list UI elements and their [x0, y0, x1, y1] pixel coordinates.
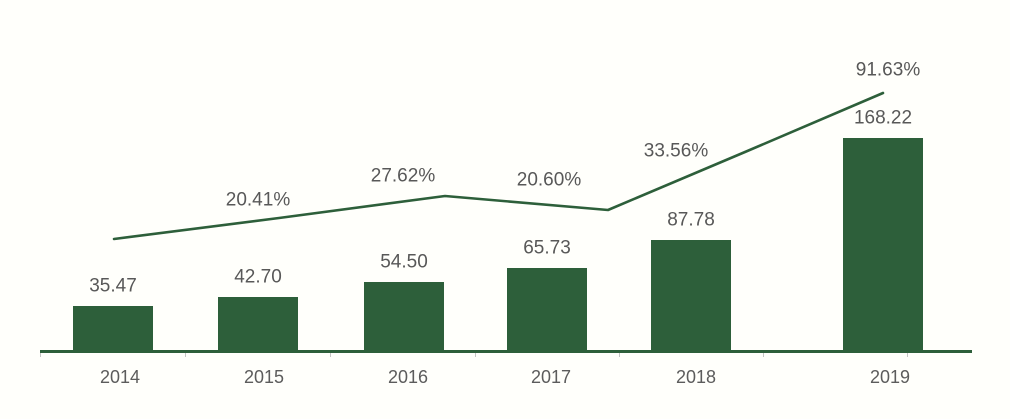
year-label-2014: 2014 — [99, 367, 141, 387]
growth-pct-label-2016: 27.62% — [370, 165, 436, 187]
year-label-2018: 2018 — [675, 367, 717, 387]
bar-2016 — [364, 282, 444, 351]
bar-value-label-2014: 35.47 — [89, 275, 137, 297]
bar-value-label-2018: 87.78 — [667, 209, 715, 231]
axis-tick — [330, 353, 331, 357]
bar-2015 — [218, 297, 298, 351]
year-label-2019: 2019 — [869, 367, 911, 387]
axis-tick — [185, 353, 186, 357]
year-label-2015: 2015 — [243, 367, 285, 387]
growth-pct-label-2015: 20.41% — [225, 189, 291, 211]
axis-tick — [907, 353, 908, 357]
bar-2018 — [651, 240, 731, 351]
bar-2019 — [843, 138, 923, 351]
bar-value-label-2019: 168.22 — [853, 107, 913, 129]
growth-line-path — [112, 91, 885, 241]
bar-value-label-2017: 65.73 — [523, 237, 571, 259]
axis-tick — [619, 353, 620, 357]
bar-value-label-2015: 42.70 — [234, 266, 282, 288]
year-label-2017: 2017 — [530, 367, 572, 387]
axis-tick — [763, 353, 764, 357]
axis-tick — [40, 353, 41, 357]
growth-pct-label-2019: 91.63% — [855, 59, 921, 81]
growth-pct-label-2018: 33.56% — [643, 140, 709, 162]
bar-2014 — [73, 306, 153, 351]
bar-2017 — [507, 268, 587, 351]
x-axis-line — [40, 350, 972, 353]
bar-value-label-2016: 54.50 — [380, 251, 428, 273]
year-label-2016: 2016 — [387, 367, 429, 387]
growth-pct-label-2017: 20.60% — [516, 169, 582, 191]
axis-tick — [475, 353, 476, 357]
